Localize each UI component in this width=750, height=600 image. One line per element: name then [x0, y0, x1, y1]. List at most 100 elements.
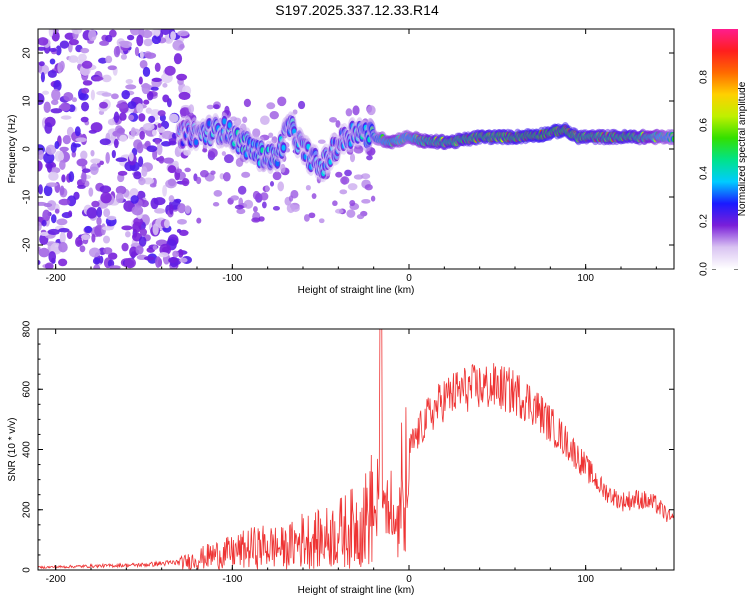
noise-cell	[100, 192, 112, 204]
noise-cell	[59, 185, 65, 196]
noise-cell	[329, 117, 338, 123]
noise-cell	[113, 111, 120, 124]
noise-cell	[366, 155, 373, 161]
noise-cell	[141, 82, 151, 95]
noise-cell	[308, 212, 316, 219]
noise-cell	[130, 127, 136, 138]
noise-cell	[178, 229, 189, 237]
noise-cell	[111, 93, 119, 100]
noise-cell	[177, 203, 186, 214]
noise-cell	[45, 144, 57, 155]
noise-cell	[56, 218, 68, 226]
noise-cell	[38, 46, 46, 51]
noise-cell	[164, 65, 176, 76]
noise-cell	[143, 38, 153, 47]
noise-cell	[68, 55, 79, 63]
noise-cell	[46, 182, 58, 187]
noise-cell	[136, 103, 144, 114]
noise-cell	[340, 176, 350, 185]
noise-cell	[266, 102, 276, 110]
noise-cell	[150, 86, 159, 91]
noise-cell	[144, 52, 157, 59]
noise-cell	[213, 104, 220, 110]
noise-cell	[55, 45, 62, 56]
noise-cell	[51, 99, 59, 106]
noise-cell	[99, 160, 105, 166]
x-tick-label: 0	[406, 273, 412, 284]
noise-cell	[344, 169, 352, 177]
noise-cell	[136, 190, 146, 200]
noise-cell	[42, 90, 50, 95]
noise-cell	[183, 149, 191, 156]
noise-cell	[136, 34, 144, 47]
noise-cell	[146, 145, 158, 153]
noise-cell	[54, 208, 60, 214]
noise-cell	[71, 29, 83, 35]
noise-cell	[139, 59, 148, 69]
noise-cell	[68, 171, 75, 183]
noise-cell	[111, 149, 116, 159]
noise-cell	[356, 213, 365, 220]
noise-cell	[151, 34, 162, 45]
noise-cell	[107, 65, 117, 71]
noise-cell	[98, 57, 108, 64]
noise-cell	[135, 245, 144, 255]
noise-cell	[71, 150, 77, 158]
noise-cell	[71, 97, 77, 103]
noise-cell	[364, 184, 373, 191]
spectrogram-x-axis-label: Height of straight line (km)	[298, 285, 415, 296]
noise-cell	[121, 89, 130, 100]
noise-cell	[139, 130, 145, 140]
noise-cell	[212, 202, 220, 207]
noise-cell	[91, 200, 100, 208]
x-tick-label: -200	[46, 273, 66, 284]
noise-cell	[96, 207, 103, 218]
noise-cell	[129, 246, 138, 258]
noise-cell	[53, 80, 62, 92]
ridge-core	[227, 122, 232, 129]
noise-cell	[297, 100, 306, 110]
colorbar-gradient	[712, 29, 738, 269]
x-tick-label: -100	[222, 273, 242, 284]
noise-cell	[93, 264, 101, 269]
noise-cell	[158, 155, 165, 164]
noise-cell	[167, 178, 176, 187]
noise-cell	[260, 192, 269, 201]
ridge-core	[194, 139, 199, 146]
noise-cell	[131, 205, 144, 216]
noise-cell	[107, 252, 118, 260]
y-tick-label: 200	[22, 501, 33, 518]
noise-cell	[277, 96, 287, 107]
noise-cell	[61, 174, 66, 183]
noise-cell	[148, 115, 156, 123]
noise-cell	[90, 158, 102, 164]
noise-cell	[157, 126, 166, 133]
noise-cell	[99, 185, 112, 194]
noise-cell	[152, 223, 159, 236]
noise-cell	[91, 233, 96, 243]
noise-cell	[157, 123, 162, 128]
noise-cell	[117, 170, 128, 176]
noise-cell	[162, 94, 170, 103]
noise-cell	[170, 31, 176, 41]
noise-cell	[99, 138, 111, 146]
noise-cell	[152, 129, 157, 137]
noise-cell	[44, 262, 54, 269]
noise-cell	[101, 226, 114, 231]
noise-cell	[237, 185, 247, 195]
noise-cell	[75, 236, 83, 248]
noise-cell	[345, 108, 353, 117]
noise-cell	[347, 183, 358, 191]
noise-cell	[179, 43, 185, 50]
noise-cell	[38, 247, 50, 258]
noise-cell	[236, 208, 246, 215]
y-tick-label: 20	[22, 47, 33, 59]
noise-cell	[38, 37, 49, 46]
noise-cell	[59, 60, 65, 71]
noise-cell	[105, 55, 113, 64]
noise-cell	[68, 38, 79, 46]
noise-cell	[196, 176, 202, 185]
colorbar-label: Normalized spectral amplitude	[737, 81, 748, 216]
